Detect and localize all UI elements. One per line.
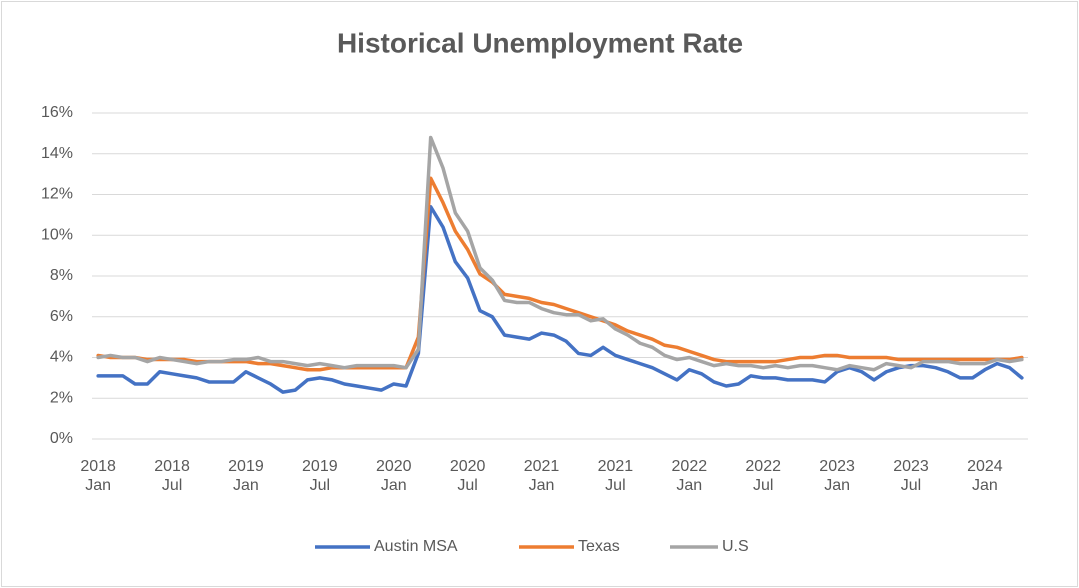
y-tick-label: 16% [41,104,73,121]
x-tick-label: 2022 Jul [745,458,781,494]
x-tick-label: 2023 Jan [819,458,855,494]
data-line [96,176,1024,372]
y-tick-label: 4% [50,349,73,366]
x-tick-label: 2018 Jul [154,458,190,494]
y-tick-label: 8% [50,267,73,284]
x-tick-label: 2020 Jan [375,458,412,494]
x-tick-label: 2019 Jul [302,458,338,494]
y-tick-label: 6% [50,308,73,325]
y-tick-label: 10% [41,226,73,243]
x-tick-label: 2021 Jul [597,458,634,494]
data-line [96,135,1024,372]
legend-label: Texas [578,538,620,555]
x-tick-label: 2022 Jan [671,458,708,494]
x-tick-label: 2024 Jan [967,458,1003,494]
x-tick-label: 2018 Jan [80,458,116,494]
x-tick-label: 2023 Jul [893,458,929,494]
y-tick-label: 0% [50,430,73,447]
y-tick-label: 14% [41,145,73,162]
chart-title: Historical Unemployment Rate [337,27,743,58]
legend-label: U.S [722,538,749,555]
x-tick-label: 2021 Jan [523,458,560,494]
x-tick-label: 2019 Jan [228,458,264,494]
y-tick-label: 12% [41,186,73,203]
legend-label: Austin MSA [374,538,458,555]
y-tick-label: 2% [50,389,73,406]
x-tick-label: 2020 Jul [449,458,486,494]
data-line [96,204,1024,394]
